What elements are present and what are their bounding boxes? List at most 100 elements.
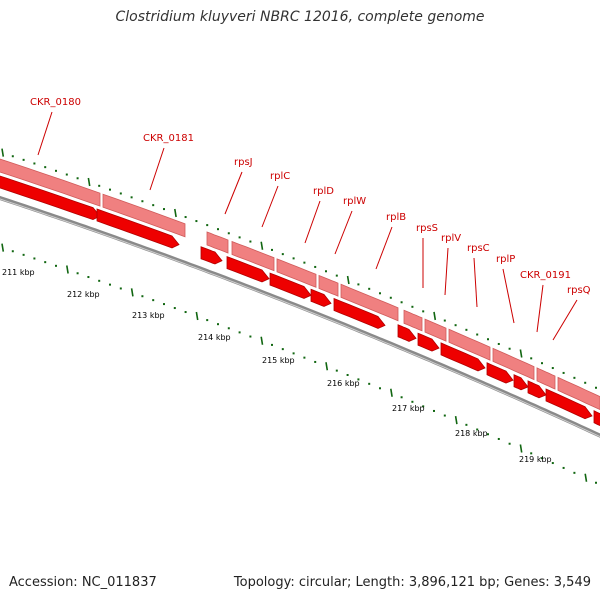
scale-minor-tick (346, 373, 349, 376)
scale-major-tick (260, 336, 264, 345)
scale-major-tick (195, 311, 199, 321)
outer-minor-tick (379, 292, 381, 295)
scale-minor-tick (335, 369, 338, 372)
outer-minor-tick (465, 328, 468, 331)
forward-cds-5 (276, 258, 317, 288)
gene-label-rpld: rplD (313, 186, 334, 197)
reverse-cds-8 (397, 324, 417, 342)
outer-minor-tick (443, 319, 446, 322)
forward-cds-6 (318, 274, 339, 297)
forward-cds-1 (0, 158, 101, 207)
reverse-cds-track (0, 175, 600, 427)
forward-cds-track (0, 158, 600, 411)
outer-minor-tick (314, 265, 317, 268)
outer-minor-tick (227, 232, 230, 235)
scale-minor-tick (487, 433, 489, 436)
scale-minor-tick (465, 423, 468, 426)
scale-minor-tick (368, 382, 371, 385)
outer-major-tick (260, 241, 264, 250)
outer-minor-tick (163, 208, 165, 211)
outer-minor-tick (195, 220, 198, 223)
outer-minor-tick (98, 184, 101, 187)
outer-minor-tick (389, 296, 392, 299)
outer-minor-tick (119, 192, 122, 195)
scale-minor-tick (271, 343, 273, 346)
outer-major-tick (1, 148, 5, 157)
scale-major-tick (584, 473, 588, 482)
outer-minor-tick (303, 261, 306, 264)
outer-minor-tick (584, 381, 587, 384)
outer-minor-tick (76, 177, 79, 180)
outer-minor-tick (508, 347, 511, 350)
scale-minor-tick (562, 466, 565, 469)
leader-line-rplp (502, 268, 515, 324)
scale-minor-tick (249, 335, 252, 338)
scale-minor-tick (152, 299, 155, 302)
leader-line-ckr_0181 (149, 147, 165, 191)
scale-minor-tick (292, 352, 295, 355)
outer-minor-tick (184, 216, 187, 219)
backbone-line (0, 195, 600, 438)
outer-minor-tick (11, 155, 14, 158)
gene-label-ckr_0180: CKR_0180 (30, 97, 81, 108)
scale-minor-tick (141, 295, 144, 298)
gene-label-rpss: rpsS (416, 223, 438, 234)
forward-cds-4 (231, 240, 275, 272)
outer-minor-tick (368, 287, 371, 290)
reverse-cds-13 (527, 380, 547, 399)
outer-minor-tick (249, 240, 252, 243)
gene-label-rplv: rplV (441, 233, 461, 244)
scale-minor-tick (173, 307, 176, 310)
leader-line-ckr_0191 (536, 284, 544, 333)
forward-cds-12 (536, 367, 556, 390)
outer-minor-tick (325, 270, 327, 273)
gene-label-rpsc: rpsC (467, 243, 490, 254)
leader-line-rpsq (552, 299, 578, 341)
scale-label-216-kbp: 216 kbp (327, 379, 360, 388)
scale-minor-tick (184, 311, 187, 314)
scale-label-212-kbp: 212 kbp (67, 290, 100, 299)
scale-major-tick (66, 265, 69, 274)
outer-minor-tick (562, 371, 565, 374)
outer-minor-tick (476, 333, 479, 336)
scale-label-211-kbp: 211 kbp (2, 268, 35, 277)
reverse-cds-14 (545, 388, 593, 420)
scale-minor-tick (357, 378, 360, 381)
scale-minor-tick (443, 414, 446, 417)
scale-label-219-kbp: 219 kbp (519, 455, 552, 464)
leader-line-rpld (304, 200, 321, 244)
forward-cds-13 (557, 376, 600, 411)
scale-major-tick (1, 243, 5, 252)
gene-label-ckr_0191: CKR_0191 (520, 270, 571, 281)
leader-line-rplw (334, 210, 353, 255)
scale-label-217-kbp: 217 kbp (392, 404, 425, 413)
outer-tick-track (1, 148, 597, 389)
scale-minor-tick (33, 257, 36, 260)
scale-minor-tick (11, 250, 14, 253)
forward-cds-11 (492, 347, 535, 381)
leader-line-ckr_0180 (37, 111, 53, 156)
scale-labels: 211 kbp 212 kbp 213 kbp 214 kbp 215 kbp 216 k… (2, 268, 552, 464)
outer-minor-tick (206, 224, 209, 227)
outer-minor-tick (44, 166, 47, 169)
outer-minor-tick (530, 357, 533, 360)
scale-minor-tick (109, 283, 111, 286)
gene-label-rplw: rplW (343, 196, 366, 207)
scale-minor-tick (400, 396, 403, 399)
reverse-cds-2 (96, 208, 180, 249)
scale-minor-tick (497, 437, 500, 440)
scale-minor-tick (551, 462, 554, 465)
outer-minor-tick (454, 324, 457, 327)
forward-cds-7 (340, 283, 399, 322)
scale-minor-tick (530, 452, 533, 455)
scale-minor-tick (44, 261, 47, 264)
scale-minor-tick (76, 272, 79, 275)
scale-minor-tick (573, 471, 576, 474)
backbone-highlight (0, 198, 600, 438)
gene-label-rplb: rplB (386, 212, 406, 223)
scale-major-tick (130, 288, 134, 297)
map-title: Clostridium kluyveri NBRC 12016, complet… (115, 9, 485, 25)
scale-major-tick (519, 444, 523, 453)
scale-minor-tick (163, 303, 165, 306)
forward-cds-3 (206, 231, 229, 254)
